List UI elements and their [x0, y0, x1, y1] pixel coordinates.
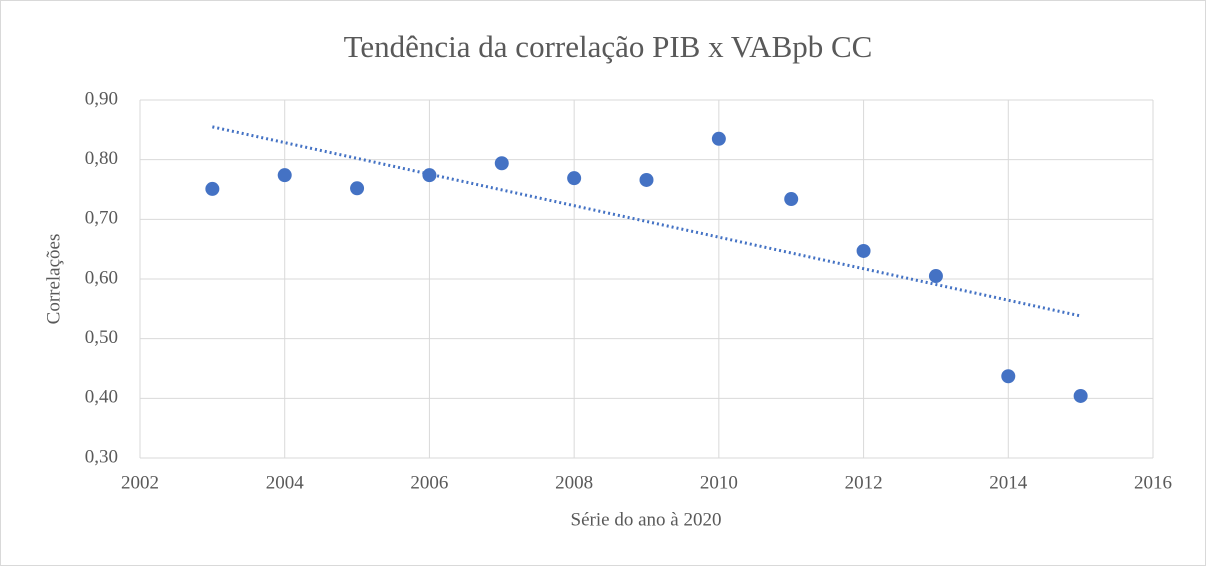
x-axis-title: Série do ano à 2020: [571, 509, 722, 530]
x-tick-label: 2012: [845, 472, 883, 493]
data-point: [1001, 369, 1016, 384]
trendline: [212, 125, 1081, 318]
data-point: [639, 172, 654, 187]
y-tick-label: 0,90: [85, 88, 118, 109]
data-point: [928, 269, 943, 284]
x-tick-label: 2004: [266, 472, 305, 493]
data-point: [205, 181, 220, 196]
x-tick-label: 2006: [410, 472, 448, 493]
data-point: [350, 181, 365, 196]
y-tick-label: 0,40: [85, 387, 118, 408]
data-point: [711, 131, 726, 146]
data-point: [784, 192, 799, 207]
chart-title: Tendência da correlação PIB x VABpb CC: [344, 29, 873, 64]
y-tick-label: 0,60: [85, 267, 118, 288]
x-tick-label: 2016: [1134, 472, 1172, 493]
y-tick-label: 0,50: [85, 327, 118, 348]
data-point: [567, 171, 582, 186]
x-tick-label: 2014: [989, 472, 1028, 493]
x-tick-label: 2002: [121, 472, 159, 493]
y-tick-label: 0,70: [85, 208, 118, 229]
y-tick-label: 0,80: [85, 148, 118, 169]
data-point: [1073, 388, 1088, 403]
data-point: [422, 168, 437, 183]
y-axis-title: Correlações: [43, 234, 64, 325]
x-tick-label: 2008: [555, 472, 593, 493]
data-point: [856, 243, 871, 258]
data-point: [277, 168, 292, 183]
data-point: [494, 156, 509, 171]
x-tick-label: 2010: [700, 472, 738, 493]
y-tick-label: 0,30: [85, 446, 118, 467]
